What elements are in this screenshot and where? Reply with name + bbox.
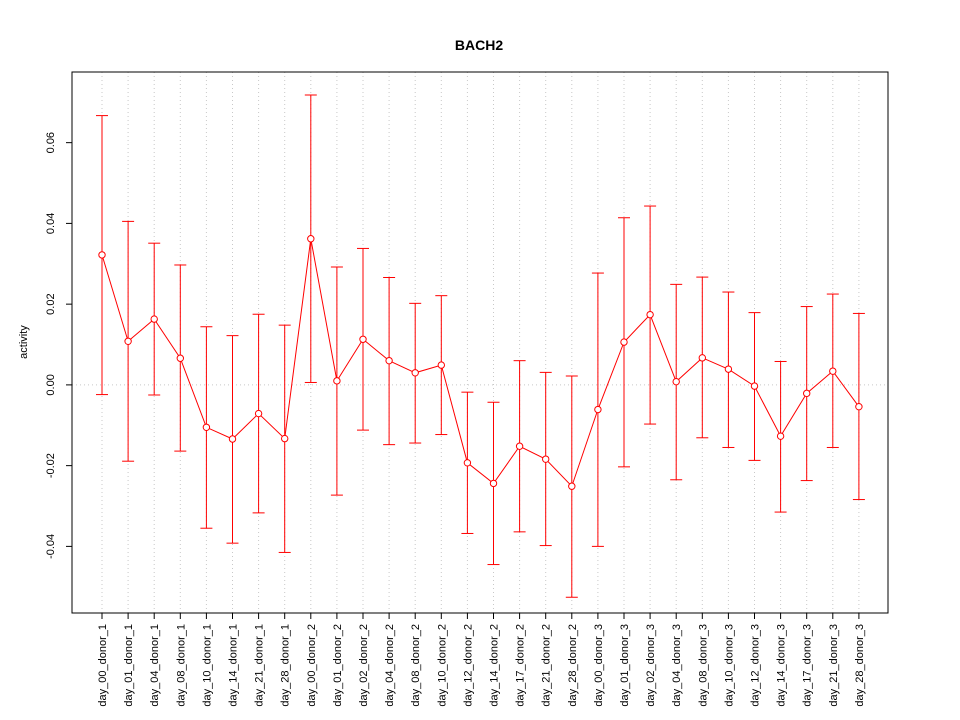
x-tick-label: day_12_donor_3 <box>750 624 762 707</box>
data-point <box>803 389 811 398</box>
x-tick-label: day_14_donor_3 <box>776 624 788 707</box>
x-tick-label: day_12_donor_2 <box>462 624 474 707</box>
x-tick-label: day_04_donor_3 <box>671 624 683 707</box>
x-tick-label: day_01_donor_2 <box>332 624 344 707</box>
data-point <box>333 377 341 385</box>
x-tick-label: day_10_donor_3 <box>723 624 735 707</box>
y-tick-label: 0.00 <box>45 374 57 395</box>
data-point <box>698 354 706 362</box>
x-tick-label: day_01_donor_3 <box>619 624 631 707</box>
x-tick-label: day_21_donor_2 <box>541 624 553 707</box>
x-tick-label: day_28_donor_2 <box>567 624 579 707</box>
y-tick-label: -0.04 <box>45 534 57 559</box>
series-polyline <box>101 238 860 488</box>
data-point <box>542 455 550 463</box>
x-tick-label: day_21_donor_1 <box>254 624 266 707</box>
data-point <box>672 377 680 386</box>
x-tick-label: day_21_donor_3 <box>828 624 840 707</box>
x-tick-label: day_10_donor_2 <box>436 624 448 707</box>
plot-frame <box>71 71 889 614</box>
x-tick-label: day_04_donor_2 <box>384 624 396 707</box>
x-tick-label: day_00_donor_2 <box>306 624 318 707</box>
data-point <box>176 354 185 362</box>
data-point <box>724 365 733 373</box>
data-point <box>620 338 628 346</box>
y-tick-label: 0.06 <box>45 132 57 153</box>
x-tick-label: day_14_donor_2 <box>489 624 501 707</box>
data-point <box>437 361 445 369</box>
data-point <box>98 251 106 259</box>
data-point <box>202 423 211 431</box>
grid <box>72 72 888 613</box>
data-point <box>254 409 263 418</box>
data-point <box>646 310 654 319</box>
x-tick-label: day_04_donor_1 <box>149 624 161 707</box>
x-tick-label: day_02_donor_3 <box>645 624 657 707</box>
data-point <box>385 356 393 365</box>
series-line <box>96 94 865 598</box>
x-tick-label: day_17_donor_3 <box>802 624 814 707</box>
data-point <box>411 369 419 377</box>
x-tick-label: day_02_donor_2 <box>358 624 370 707</box>
x-tick-label: day_01_donor_1 <box>123 624 135 707</box>
data-point <box>228 435 237 443</box>
x-tick-label: day_08_donor_1 <box>175 624 187 707</box>
x-tick-label: day_08_donor_2 <box>410 624 422 707</box>
data-point <box>150 315 158 323</box>
data-point <box>463 459 472 467</box>
chart-title: BACH2 <box>455 37 503 53</box>
data-point <box>359 335 367 343</box>
data-point <box>307 235 315 243</box>
x-tick-label: day_08_donor_3 <box>697 624 709 707</box>
x-tick-label: day_17_donor_2 <box>515 624 527 707</box>
data-point <box>750 382 759 390</box>
y-tick-label: 0.02 <box>45 293 57 314</box>
x-tick-label: day_28_donor_3 <box>854 624 866 707</box>
data-point <box>281 434 289 443</box>
data-point <box>515 442 524 450</box>
y-tick-label: -0.02 <box>45 453 57 478</box>
y-tick-label: 0.04 <box>45 213 57 234</box>
y-axis-label: activity <box>18 325 30 359</box>
x-tick-label: day_00_donor_3 <box>593 624 605 707</box>
x-tick-label: day_00_donor_1 <box>97 624 109 707</box>
data-point <box>124 337 132 345</box>
x-tick-label: day_28_donor_1 <box>280 624 292 707</box>
data-point <box>568 482 576 490</box>
data-point <box>829 367 837 375</box>
data-point <box>594 405 602 414</box>
x-tick-label: day_10_donor_1 <box>201 624 213 707</box>
data-point <box>776 432 785 440</box>
x-tick-label: day_14_donor_1 <box>228 624 240 707</box>
data-point <box>489 479 498 488</box>
axes: -0.04 -0.02 0.00 0.02 0.04 0.06 day_00_donor_1… <box>45 132 866 707</box>
data-point <box>855 402 863 411</box>
